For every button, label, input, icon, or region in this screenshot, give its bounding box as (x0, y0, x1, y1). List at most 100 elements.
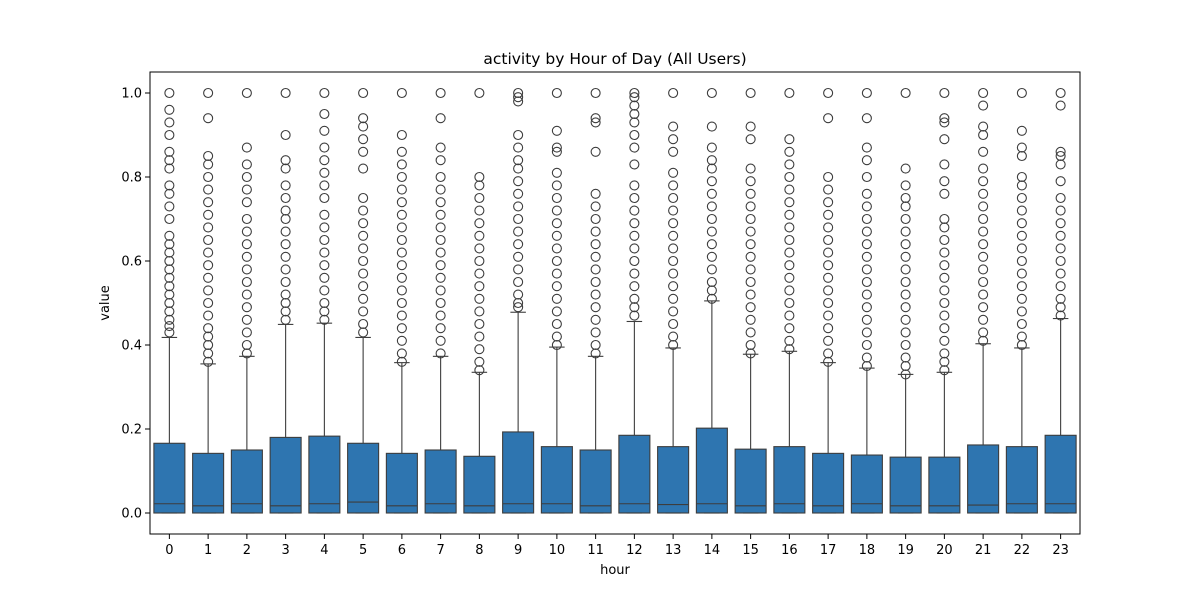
outlier-point (358, 243, 369, 254)
box (967, 444, 1000, 514)
outlier-point (1016, 331, 1027, 342)
outlier-point (900, 276, 911, 288)
outlier-point (1055, 310, 1066, 321)
outlier-point (939, 356, 950, 367)
outlier-point (823, 184, 834, 195)
outlier-point (978, 251, 989, 262)
outlier-point (435, 335, 446, 346)
outlier-point (861, 276, 872, 288)
outlier-point (1016, 192, 1027, 204)
outlier-point (590, 146, 601, 157)
box-group-hour-0 (153, 87, 186, 514)
outlier-point (474, 268, 485, 279)
outlier-point (1016, 87, 1027, 99)
outlier-point (513, 188, 524, 199)
outlier-point (164, 201, 175, 212)
outlier-point (668, 230, 679, 241)
outlier-point (164, 155, 175, 166)
box (734, 448, 767, 514)
outlier-point (358, 268, 369, 279)
outlier-point (590, 327, 601, 338)
outlier-point (978, 129, 989, 141)
outlier-point (706, 155, 717, 166)
outlier-point (319, 272, 330, 283)
outlier-point (164, 314, 175, 325)
outlier-point (823, 113, 834, 124)
outlier-point (706, 213, 717, 225)
outlier-point (939, 176, 950, 187)
outlier-point (319, 260, 330, 271)
x-tick-label: 12 (626, 543, 643, 558)
outlier-point (280, 180, 291, 191)
x-tick-label: 8 (475, 543, 483, 558)
outlier-point (358, 146, 369, 157)
outlier-point (241, 302, 252, 313)
outlier-point (435, 113, 446, 124)
x-tick-label: 6 (398, 543, 406, 558)
outlier-point (1055, 87, 1066, 99)
outlier-point (513, 297, 524, 309)
outlier-point (629, 302, 640, 313)
outlier-point (590, 188, 601, 199)
outlier-point (823, 234, 834, 246)
outlier-point (861, 188, 872, 199)
outlier-point (1016, 142, 1027, 153)
outlier-point (629, 281, 640, 292)
outlier-point (474, 87, 485, 99)
outlier-point (551, 87, 562, 99)
outlier-point (939, 247, 950, 258)
outlier-point (668, 293, 679, 304)
x-tick-label: 22 (1014, 543, 1031, 558)
box (889, 456, 922, 514)
outlier-point (358, 318, 369, 330)
outlier-point (203, 159, 214, 170)
outlier-point (1016, 255, 1027, 267)
outlier-point (706, 142, 717, 153)
outlier-point (280, 163, 291, 174)
outlier-point (1016, 293, 1027, 304)
x-tick-label: 4 (320, 543, 328, 558)
outlier-point (784, 184, 795, 195)
outlier-point (1016, 125, 1027, 136)
outlier-point (164, 146, 175, 157)
box (579, 449, 612, 514)
outlier-point (745, 251, 756, 262)
outlier-point (706, 239, 717, 250)
outlier-point (939, 134, 950, 145)
outlier-point (823, 87, 834, 99)
outlier-point (551, 331, 562, 342)
outlier-point (590, 117, 601, 128)
outlier-point (629, 268, 640, 279)
outlier-point (513, 226, 524, 237)
outlier-point (745, 289, 756, 300)
outlier-point (358, 230, 369, 241)
outlier-point (590, 239, 601, 250)
outlier-point (784, 234, 795, 246)
outlier-point (590, 264, 601, 275)
outlier-point (319, 87, 330, 99)
outlier-point (513, 96, 524, 107)
outlier-point (474, 365, 485, 376)
outlier-point (745, 264, 756, 275)
outlier-point (939, 188, 950, 199)
box (502, 431, 535, 514)
outlier-point (629, 243, 640, 254)
outlier-point (745, 213, 756, 225)
outlier-point (629, 142, 640, 153)
outlier-point (1016, 150, 1027, 162)
outlier-point (396, 159, 407, 170)
outlier-point (784, 159, 795, 170)
outlier-point (474, 171, 485, 183)
outlier-point (319, 306, 330, 317)
outlier-point (668, 121, 679, 132)
outlier-point (396, 310, 407, 321)
box (308, 435, 341, 514)
y-tick-label: 0.4 (121, 339, 142, 354)
outlier-point (319, 125, 330, 136)
outlier-point (241, 314, 252, 325)
box (192, 452, 225, 514)
outlier-point (1055, 159, 1066, 170)
outlier-point (900, 360, 911, 372)
y-tick-label: 1.0 (121, 87, 142, 102)
outlier-point (978, 146, 989, 157)
